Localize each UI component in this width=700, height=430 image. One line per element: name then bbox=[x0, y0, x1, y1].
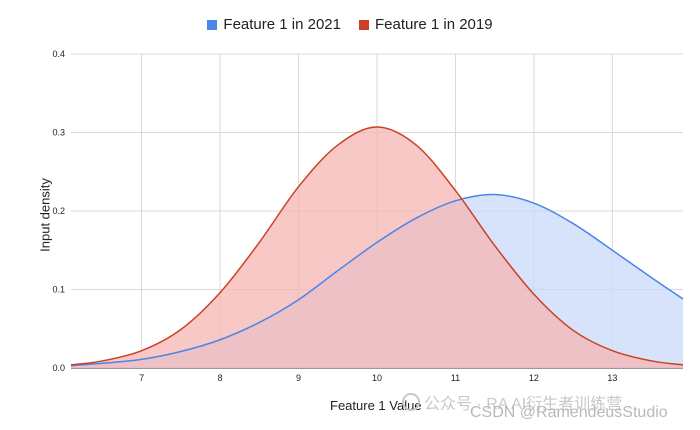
y-tick-labels: 0.0 0.1 0.2 0.3 0.4 bbox=[52, 49, 65, 373]
watermark-csdn: CSDN @RamendeusStudio bbox=[470, 404, 668, 421]
x-tick-labels: 7 8 9 10 11 12 13 bbox=[139, 373, 617, 383]
wechat-icon bbox=[402, 393, 420, 411]
series-line-1[interactable] bbox=[70, 126, 684, 366]
series-line-0[interactable] bbox=[70, 193, 684, 367]
y-tick-label: 0.3 bbox=[52, 128, 65, 138]
y-axis-label: Input density bbox=[37, 178, 53, 252]
series-areas bbox=[70, 126, 684, 368]
legend-label-2019: Feature 1 in 2019 bbox=[375, 16, 493, 33]
y-tick-label: 0.0 bbox=[52, 363, 65, 373]
legend-swatch-2021 bbox=[207, 19, 218, 30]
x-tick-label: 12 bbox=[529, 373, 539, 383]
legend-item-2019[interactable]: Feature 1 in 2019 bbox=[359, 16, 493, 33]
legend-swatch-2019 bbox=[359, 19, 369, 30]
x-tick-label: 7 bbox=[139, 373, 144, 383]
watermark-line1: 公众号 · RA AI衍生者训练营 bbox=[424, 396, 623, 413]
x-tick-label: 8 bbox=[218, 373, 223, 383]
x-tick-label: 13 bbox=[607, 373, 617, 383]
x-tick-label: 10 bbox=[372, 373, 382, 383]
chart-legend: Feature 1 in 2021 Feature 1 in 2019 bbox=[0, 16, 700, 33]
x-tick-label: 11 bbox=[451, 373, 460, 383]
x-tick-label: 9 bbox=[296, 373, 301, 383]
y-tick-label: 0.4 bbox=[52, 49, 65, 59]
legend-label-2021: Feature 1 in 2021 bbox=[223, 16, 341, 33]
x-axis-label: Feature 1 Value bbox=[330, 398, 422, 413]
watermark-wechat: 公众号 · RA AI衍生者训练营 bbox=[402, 390, 622, 414]
y-tick-label: 0.1 bbox=[52, 285, 65, 295]
legend-item-2021[interactable]: Feature 1 in 2021 bbox=[207, 16, 341, 33]
y-tick-label: 0.2 bbox=[52, 206, 65, 216]
series-area-1 bbox=[71, 127, 683, 368]
